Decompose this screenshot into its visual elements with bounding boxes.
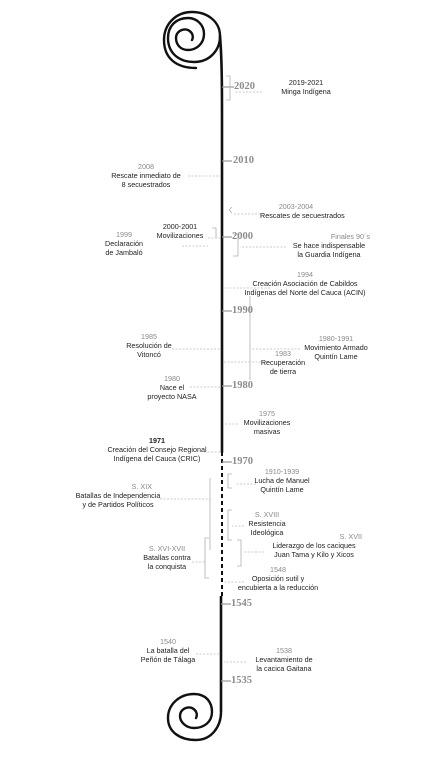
event-text: La batalla del — [146, 646, 190, 655]
event-text: masivas — [253, 427, 281, 436]
event-talaga: 1540 La batalla del Peñón de Tálaga — [138, 637, 198, 664]
event-year: S. XIX — [131, 482, 152, 491]
event-text: de Jambaló — [105, 248, 143, 257]
event-text: Rescate inmediato de — [111, 171, 181, 180]
event-text: Batallas contra — [143, 553, 191, 562]
event-text: 8 secuestrados — [121, 180, 171, 189]
event-text: Oposición sutil y — [251, 574, 305, 583]
event-text: Resistencia — [248, 519, 286, 528]
event-text: la Guardia Indígena — [297, 250, 361, 259]
decade-1990: 1990 — [232, 305, 253, 316]
event-text: Nace el — [159, 383, 185, 392]
event-year: 1983 — [275, 349, 291, 358]
event-text: Liderazgo de los caciques — [272, 541, 356, 550]
event-text: Indígenas del Norte del Cauca (ACIN) — [244, 288, 366, 297]
event-text: Creación Asociación de Cabildos — [252, 279, 358, 288]
decade-2010: 2010 — [233, 155, 254, 166]
event-rescate-inmediato: 2008 Rescate inmediato de 8 secuestrados — [104, 162, 188, 189]
event-quintin-armado: 1980-1991 Movimiento Armado Quintín Lame — [298, 334, 374, 361]
event-movilizaciones-2000: 2000-2001 Movilizaciones — [150, 222, 210, 240]
event-year: 2019-2021 — [288, 78, 324, 87]
event-text: Movilizaciones — [243, 418, 291, 427]
event-liderazgo: S. XVII Liderazgo de los caciques Juan T… — [262, 532, 366, 559]
event-guardia: Finales 90´s Se hace indispensable la Gu… — [284, 232, 374, 259]
event-text: Juan Tama y Kilo y Xicos — [274, 550, 354, 559]
event-year: 1999 — [116, 230, 132, 239]
event-rescates: 2003-2004 Rescates de secuestrados — [260, 202, 345, 220]
event-text: Lucha de Manuel — [254, 476, 310, 485]
event-year: 1994 — [297, 270, 313, 279]
event-text: Batallas de Independencia — [75, 491, 161, 500]
event-text: y de Partidos Políticos — [82, 500, 154, 509]
event-text: la conquista — [147, 562, 187, 571]
event-year: S. XVIII — [254, 510, 280, 519]
decade-2020: 2020 — [234, 81, 255, 92]
event-text: Resolución de — [126, 341, 172, 350]
event-text: Creación del Consejo Regional — [107, 445, 207, 454]
event-year: 2008 — [138, 162, 154, 171]
top-spiral-icon — [162, 10, 222, 70]
event-text: Ideológica — [250, 528, 284, 537]
event-lucha-manuel: 1910-1939 Lucha de Manuel Quintín Lame — [252, 467, 312, 494]
event-year: 1910-1939 — [264, 467, 300, 476]
event-text: Minga Indígena — [281, 87, 331, 96]
event-text: Declaración — [105, 239, 143, 248]
event-year: 1980-1991 — [318, 334, 354, 343]
decade-1535: 1535 — [231, 675, 252, 686]
event-text: Indígena del Cauca (CRIC) — [113, 454, 201, 463]
event-resistencia: S. XVIII Resistencia Ideológica — [242, 510, 292, 537]
event-recuperacion: 1983 Recuperación de tierra — [258, 349, 308, 376]
event-text: Levantamiento de — [255, 655, 313, 664]
event-text: Movilizaciones — [156, 231, 204, 240]
decade-2000: 2000 — [232, 231, 253, 242]
event-text: Vitoncó — [137, 350, 161, 359]
decade-1545: 1545 — [231, 598, 252, 609]
bottom-spiral-icon — [166, 692, 223, 742]
event-acin: 1994 Creación Asociación de Cabildos Ind… — [242, 270, 368, 297]
event-vitonco: 1985 Resolución de Vitoncó — [126, 332, 172, 359]
event-text: encubierta a la reducción — [237, 583, 319, 592]
event-year: 1980 — [164, 374, 180, 383]
event-text: Quintín Lame — [314, 352, 358, 361]
decade-1980: 1980 — [232, 380, 253, 391]
event-text: Recuperación — [260, 358, 306, 367]
event-text: Peñón de Tálaga — [140, 655, 196, 664]
event-text: Quintín Lame — [260, 485, 304, 494]
event-movilizaciones-1975: 1975 Movilizaciones masivas — [236, 409, 298, 436]
event-year: 1985 — [141, 332, 157, 341]
event-batallas-conquista: S. XVI-XVII Batallas contra la conquista — [138, 544, 196, 571]
event-minga: 2019-2021 Minga Indígena — [272, 78, 340, 96]
timeline-spine — [218, 34, 224, 454]
event-year: 1540 — [160, 637, 176, 646]
event-text: Movimiento Armado — [304, 343, 368, 352]
event-oposicion: 1548 Oposición sutil y encubierta a la r… — [226, 565, 330, 592]
event-year: S. XVII — [339, 532, 362, 541]
event-year: 1548 — [270, 565, 286, 574]
event-year: 1538 — [276, 646, 292, 655]
event-text: la cacica Gaitana — [256, 664, 312, 673]
event-year: Finales 90´s — [330, 232, 370, 241]
event-gaitana: 1538 Levantamiento de la cacica Gaitana — [248, 646, 320, 673]
event-cric: 1971 Creación del Consejo Regional Indíg… — [98, 436, 216, 463]
event-year: S. XVI-XVII — [148, 544, 186, 553]
event-text: proyecto NASA — [147, 392, 197, 401]
event-batallas-xix: S. XIX Batallas de Independencia y de Pa… — [70, 482, 166, 509]
event-text: Rescates de secuestrados — [260, 211, 345, 220]
event-year: 1971 — [149, 436, 165, 445]
event-year: 2003-2004 — [278, 202, 314, 211]
event-jambalo: 1999 Declaración de Jambaló — [98, 230, 150, 257]
event-nasa: 1980 Nace el proyecto NASA — [144, 374, 200, 401]
event-year: 2000-2001 — [162, 222, 198, 231]
decade-1970: 1970 — [232, 456, 253, 467]
event-year: 1975 — [259, 409, 275, 418]
event-text: Se hace indispensable — [292, 241, 366, 250]
event-text: de tierra — [269, 367, 297, 376]
